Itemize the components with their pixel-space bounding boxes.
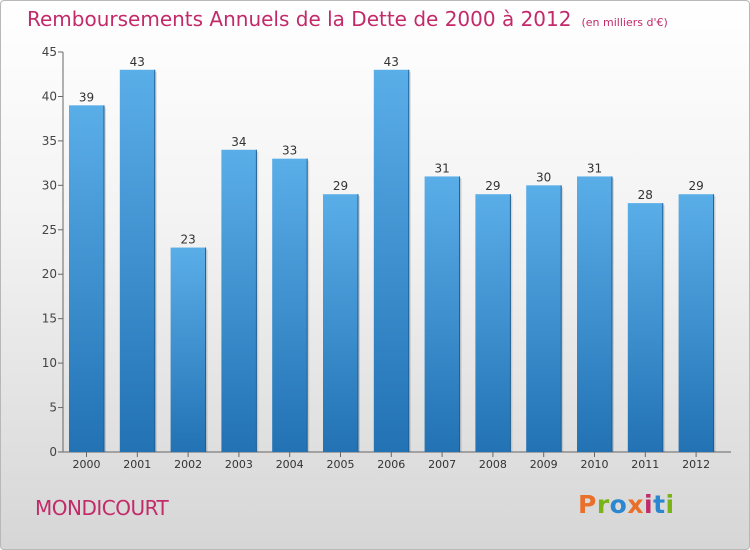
value-label-2007: 31	[434, 161, 449, 175]
y-tick-label: 5	[49, 401, 57, 415]
unit-note: (en milliers d'€)	[581, 16, 668, 29]
value-label-2011: 28	[638, 188, 653, 202]
x-tick-label-2002: 2002	[174, 458, 202, 471]
bar-2008	[475, 194, 511, 452]
bar-2006	[373, 69, 409, 453]
value-label-2004: 33	[282, 144, 297, 158]
logo-letter: P	[578, 490, 597, 519]
bar-2001	[119, 69, 155, 453]
x-tick-label-2001: 2001	[123, 458, 151, 471]
bar-2003	[221, 149, 257, 452]
y-tick-label: 45	[42, 45, 57, 59]
value-label-2005: 29	[333, 179, 348, 193]
logo-letter: o	[609, 490, 628, 519]
y-tick-label: 20	[42, 267, 57, 281]
bar-2005	[323, 194, 358, 452]
logo-letter: i	[644, 490, 654, 519]
y-tick-label: 40	[42, 89, 57, 103]
proxiti-logo: Proxiti	[578, 490, 675, 519]
logo-letter: r	[596, 490, 610, 519]
logo-letter: x	[627, 490, 644, 519]
y-tick-label: 0	[49, 445, 57, 459]
chart-title-text: Remboursements Annuels de la Dette de 20…	[27, 7, 572, 31]
value-label-2001: 43	[130, 55, 145, 69]
bars	[69, 69, 716, 453]
bar-2010	[577, 176, 612, 452]
bar-2000	[69, 105, 104, 452]
axes: 0 5 10 15 20 25 30 35 40 45 2000 2001 2002 2003 2004 20…	[42, 45, 731, 471]
bar-2011	[627, 203, 663, 452]
x-tick-label-2005: 2005	[327, 458, 355, 471]
chart-title: Remboursements Annuels de la Dette de 20…	[27, 7, 668, 31]
value-labels: 39 43 23 34 33 29 43 31 29 30 31 28 29	[79, 55, 704, 247]
value-label-2003: 34	[231, 135, 246, 149]
x-tick-label-2009: 2009	[530, 458, 558, 471]
value-label-2002: 23	[180, 233, 195, 247]
value-label-2000: 39	[79, 90, 94, 104]
y-tick-label: 15	[42, 312, 57, 326]
x-tick-label-2003: 2003	[225, 458, 253, 471]
y-tick-label: 10	[42, 356, 57, 370]
bar-2004	[272, 158, 308, 452]
value-label-2009: 30	[536, 170, 551, 184]
y-tick-label: 30	[42, 178, 57, 192]
value-label-2008: 29	[485, 179, 500, 193]
x-tick-label-2006: 2006	[377, 458, 405, 471]
y-tick-label: 25	[42, 223, 57, 237]
y-tick-label: 35	[42, 134, 57, 148]
logo-letter: t	[653, 490, 666, 519]
bar-2012	[678, 194, 714, 452]
value-label-2012: 29	[688, 179, 703, 193]
bar-2002	[170, 247, 206, 452]
commune-name: MONDICOURT	[35, 496, 169, 520]
x-tick-label-2000: 2000	[73, 458, 101, 471]
x-tick-label-2012: 2012	[682, 458, 710, 471]
x-tick-label-2007: 2007	[428, 458, 456, 471]
bar-2007	[424, 176, 460, 452]
x-tick-label-2008: 2008	[479, 458, 507, 471]
bar-2009	[526, 185, 562, 453]
logo-letter: i	[665, 490, 675, 519]
value-label-2006: 43	[384, 55, 399, 69]
x-tick-label-2004: 2004	[276, 458, 304, 471]
value-label-2010: 31	[587, 161, 602, 175]
x-tick-label-2010: 2010	[581, 458, 609, 471]
x-tick-label-2011: 2011	[631, 458, 659, 471]
